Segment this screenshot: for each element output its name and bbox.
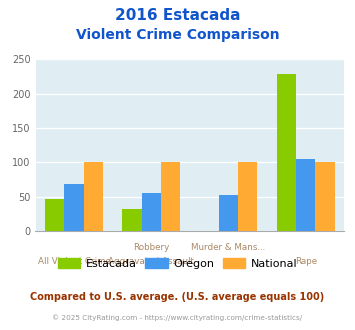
Bar (161, 162, 180, 231)
Bar (142, 193, 161, 231)
Text: Compared to U.S. average. (U.S. average equals 100): Compared to U.S. average. (U.S. average … (31, 292, 324, 302)
Text: 2016 Estacada: 2016 Estacada (115, 8, 240, 23)
Text: Robbery: Robbery (133, 243, 169, 252)
Bar (45, 199, 65, 231)
Bar (65, 184, 84, 231)
Bar (238, 162, 257, 231)
Bar (84, 162, 103, 231)
Bar (219, 195, 238, 231)
Text: Aggravated Assault: Aggravated Assault (108, 257, 194, 266)
Text: Rape: Rape (295, 257, 317, 266)
Bar (296, 159, 315, 231)
Bar (277, 74, 296, 231)
Text: © 2025 CityRating.com - https://www.cityrating.com/crime-statistics/: © 2025 CityRating.com - https://www.city… (53, 314, 302, 321)
Text: Murder & Mans...: Murder & Mans... (191, 243, 266, 252)
Legend: Estacada, Oregon, National: Estacada, Oregon, National (53, 253, 302, 273)
Text: All Violent Crime: All Violent Crime (38, 257, 110, 266)
Bar (122, 209, 142, 231)
Text: Violent Crime Comparison: Violent Crime Comparison (76, 28, 279, 42)
Bar (315, 162, 335, 231)
